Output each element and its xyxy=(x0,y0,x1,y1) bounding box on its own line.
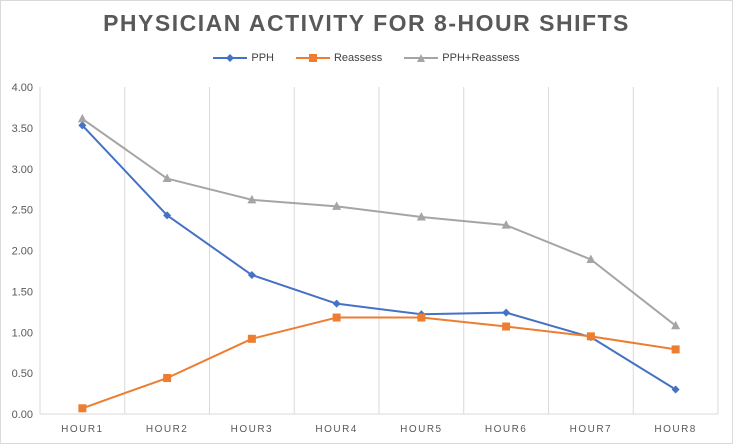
chart-legend: PPH Reassess PPH+Reassess xyxy=(0,52,733,64)
y-tick-label: 1.00 xyxy=(12,327,33,339)
x-tick-label: HOUR1 xyxy=(61,424,104,435)
chart-title: PHYSICIAN ACTIVITY FOR 8-HOUR SHIFTS xyxy=(103,10,630,36)
x-tick-label: HOUR3 xyxy=(231,424,274,435)
series-line-pph-reassess xyxy=(81,118,677,327)
data-point-pph-reassess xyxy=(501,220,511,229)
y-tick-label: 0.50 xyxy=(12,368,33,380)
x-tick-label: HOUR2 xyxy=(146,424,189,435)
legend-label-reassess: Reassess xyxy=(333,52,383,64)
data-point-pph xyxy=(332,299,341,308)
data-point-pph-reassess xyxy=(332,201,342,210)
data-point-pph xyxy=(671,385,680,394)
legend-marker-pph-reassess xyxy=(404,54,439,62)
data-point-reassess xyxy=(247,334,256,343)
data-point-reassess xyxy=(586,332,595,341)
y-tick-label: 0.00 xyxy=(12,409,33,421)
data-point-reassess xyxy=(163,374,172,383)
data-point-reassess xyxy=(332,313,341,322)
x-tick-label: HOUR6 xyxy=(485,424,528,435)
y-tick-label: 3.50 xyxy=(12,123,33,135)
x-tick-label: HOUR5 xyxy=(400,424,443,435)
series-line-pph xyxy=(81,124,677,391)
data-point-pph-reassess xyxy=(77,113,87,123)
legend-marker-reassess xyxy=(295,54,330,62)
data-point-pph-reassess xyxy=(586,254,596,263)
data-point-pph-reassess xyxy=(671,320,681,330)
legend-label-pph: PPH xyxy=(251,52,274,64)
series-line-reassess xyxy=(82,316,676,410)
y-tick-label: 2.00 xyxy=(12,246,33,258)
y-tick-label: 1.50 xyxy=(12,286,33,298)
data-point-pph-reassess xyxy=(247,194,257,204)
x-tick-label: HOUR7 xyxy=(570,424,613,435)
data-point-pph xyxy=(502,308,511,317)
data-point-reassess xyxy=(417,313,426,322)
data-point-pph xyxy=(247,271,256,280)
legend-label-pph-reassess: PPH+Reassess xyxy=(442,52,520,64)
data-point-reassess xyxy=(502,322,511,331)
y-tick-label: 3.00 xyxy=(12,164,33,176)
data-point-pph xyxy=(78,121,87,130)
x-tick-label: HOUR4 xyxy=(315,424,358,435)
data-point-pph-reassess xyxy=(162,173,172,183)
x-tick-label: HOUR8 xyxy=(654,424,697,435)
data-point-pph-reassess xyxy=(416,211,426,221)
legend-marker-pph xyxy=(213,54,248,62)
legend-item-pph-reassess: PPH+Reassess xyxy=(404,52,520,64)
legend-item-reassess: Reassess xyxy=(295,52,383,64)
data-point-reassess xyxy=(671,345,680,354)
data-point-pph xyxy=(163,211,172,220)
legend-item-pph: PPH xyxy=(213,52,274,64)
y-tick-label: 2.50 xyxy=(12,205,33,217)
y-tick-label: 4.00 xyxy=(12,82,33,94)
data-point-reassess xyxy=(78,404,87,413)
